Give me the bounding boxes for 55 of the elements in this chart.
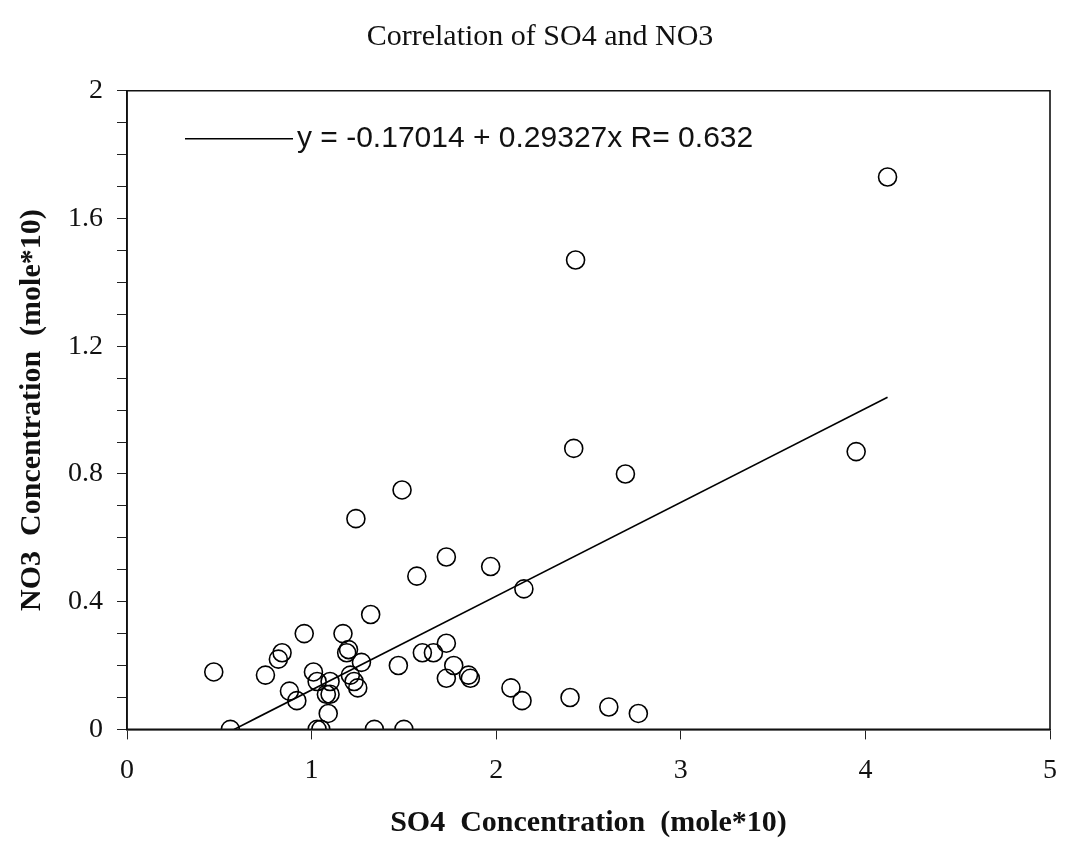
point: [307, 671, 327, 692]
x-tick-label: 5: [1043, 752, 1057, 784]
point: [255, 665, 276, 685]
point: [351, 652, 372, 673]
y-tick-label: 0.4: [68, 584, 103, 616]
point: [320, 671, 340, 692]
point: [294, 623, 315, 644]
point: [388, 655, 409, 676]
point: [412, 642, 433, 663]
point: [560, 687, 580, 708]
x-axis-title: SO4 Concentration (mole*10): [390, 803, 787, 838]
x-tick-label: 2: [489, 752, 504, 784]
point: [272, 642, 292, 663]
point: [846, 441, 866, 462]
point: [303, 662, 324, 682]
point: [628, 703, 649, 724]
point: [360, 604, 381, 625]
point: [392, 480, 412, 500]
point: [344, 671, 364, 692]
point: [340, 665, 361, 685]
y-axis-title: NO3 Concentration (mole*10): [12, 209, 47, 611]
point: [877, 167, 898, 187]
point: [436, 633, 457, 653]
y-tick-label: 0: [89, 711, 103, 743]
point: [318, 703, 339, 724]
x-tick-label: 1: [304, 752, 319, 784]
point: [347, 678, 368, 698]
point: [287, 690, 307, 711]
point: [436, 668, 457, 689]
point: [563, 438, 584, 459]
point: [443, 655, 464, 676]
point: [346, 508, 366, 529]
chart-title: Correlation of SO4 and NO3: [365, 18, 715, 52]
point: [480, 556, 501, 577]
point: [436, 547, 457, 567]
point: [615, 464, 636, 484]
point: [333, 623, 353, 644]
point: [501, 678, 521, 698]
point: [203, 662, 224, 682]
point: [599, 697, 619, 717]
point: [407, 566, 427, 586]
point: [279, 681, 300, 701]
point: [512, 690, 532, 711]
legend-label: y = -0.17014 + 0.29327x R= 0.632: [297, 120, 754, 154]
y-tick-label: 1.2: [68, 328, 103, 360]
y-tick-label: 1.6: [68, 200, 103, 232]
point: [514, 579, 534, 599]
y-tick-label: 2: [89, 73, 103, 105]
point: [268, 649, 289, 669]
x-tick-label: 0: [120, 752, 134, 784]
x-tick-label: 4: [858, 752, 873, 784]
point: [565, 250, 586, 270]
point: [423, 642, 444, 663]
y-tick-label: 0.8: [68, 456, 103, 488]
x-tick-label: 3: [673, 752, 688, 784]
